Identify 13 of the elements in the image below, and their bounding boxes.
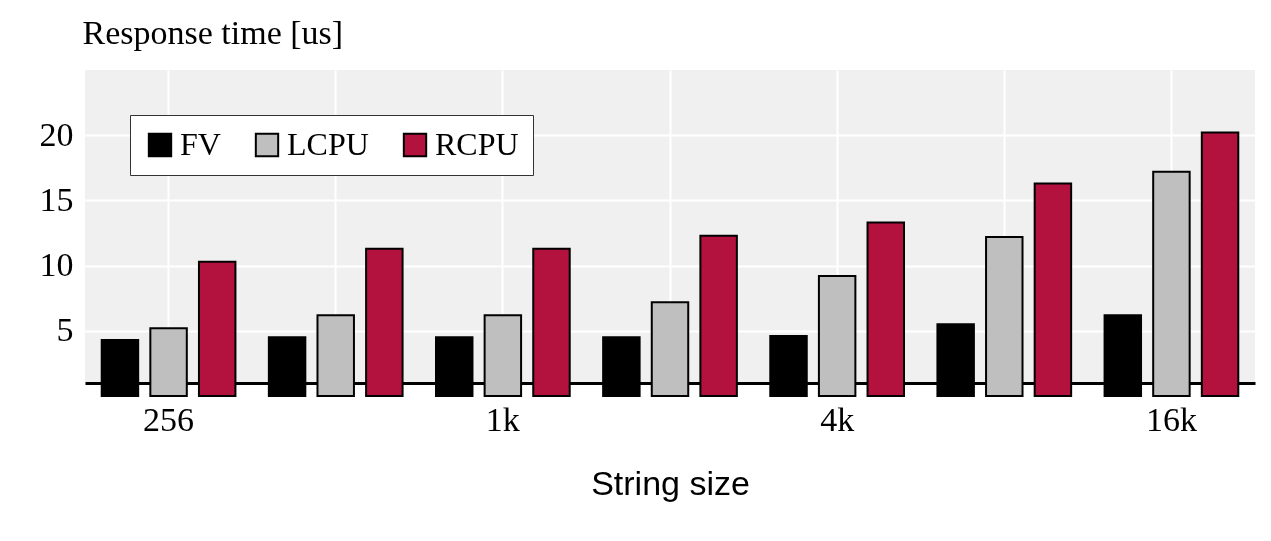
legend-label: FV — [180, 126, 221, 162]
y-tick-label: 10 — [39, 246, 74, 284]
y-tick-label: 5 — [56, 311, 74, 349]
y-tick-label: 15 — [39, 180, 74, 218]
y-axis-title: Response time [us] — [82, 13, 344, 51]
legend-label: LCPU — [287, 126, 369, 162]
x-tick-label: 16k — [1145, 400, 1197, 438]
y-tick-label: 20 — [39, 115, 74, 153]
x-tick-label: 256 — [143, 400, 195, 438]
x-tick-label: 4k — [820, 400, 855, 438]
legend-label: RCPU — [435, 126, 519, 162]
x-axis-title: String size — [591, 463, 750, 502]
x-tick-label: 1k — [485, 400, 520, 438]
